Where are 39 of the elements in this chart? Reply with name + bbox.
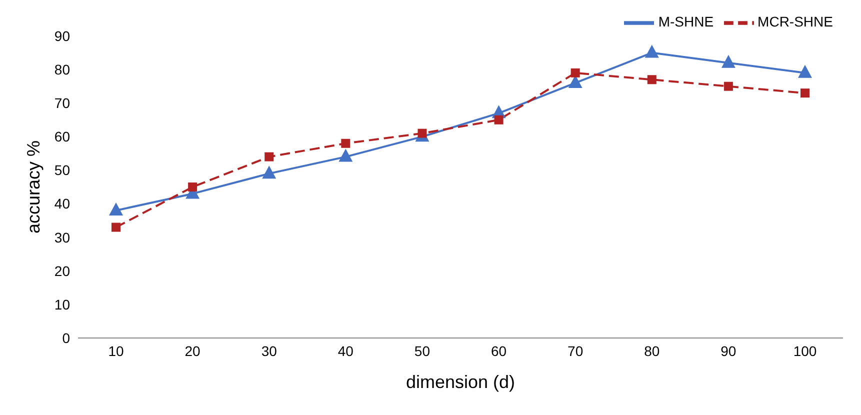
y-tick-label: 30 <box>54 229 70 246</box>
point <box>262 166 276 179</box>
point <box>264 152 274 162</box>
legend-label: MCR-SHNE <box>758 14 833 30</box>
x-tick-label: 30 <box>261 342 278 359</box>
point <box>644 44 659 58</box>
y-tick-label: 0 <box>62 330 70 346</box>
point <box>570 68 580 78</box>
y-axis-title: accuracy % <box>23 140 44 234</box>
y-tick-label: 40 <box>54 196 70 212</box>
x-axis-title: dimension (d) <box>406 372 516 392</box>
x-tick-label: 40 <box>338 342 354 359</box>
point <box>721 54 736 68</box>
y-tick-label: 10 <box>54 296 70 312</box>
x-tick-label: 100 <box>793 342 817 359</box>
x-tick-label: 80 <box>644 342 660 359</box>
point <box>112 222 120 232</box>
x-tick-label: 10 <box>108 342 124 359</box>
x-tick-label: 20 <box>184 342 201 359</box>
point <box>341 138 350 148</box>
y-tick-label: 20 <box>54 262 70 279</box>
point <box>798 64 812 78</box>
y-tick-label: 60 <box>54 128 70 145</box>
x-tick-label: 50 <box>414 342 430 359</box>
point <box>647 75 656 84</box>
point <box>800 88 810 98</box>
legend-label: M-SHNE <box>658 14 714 30</box>
x-tick-label: 70 <box>568 342 584 359</box>
y-tick-label: 90 <box>54 28 70 44</box>
point <box>188 182 198 192</box>
point <box>494 115 504 124</box>
y-tick-label: 80 <box>54 62 70 78</box>
point <box>109 202 123 216</box>
point <box>724 82 733 91</box>
x-tick-label: 60 <box>490 342 507 359</box>
x-tick-label: 90 <box>720 342 736 359</box>
y-tick-label: 70 <box>54 95 70 112</box>
point <box>338 148 353 162</box>
y-tick-label: 50 <box>54 162 70 178</box>
